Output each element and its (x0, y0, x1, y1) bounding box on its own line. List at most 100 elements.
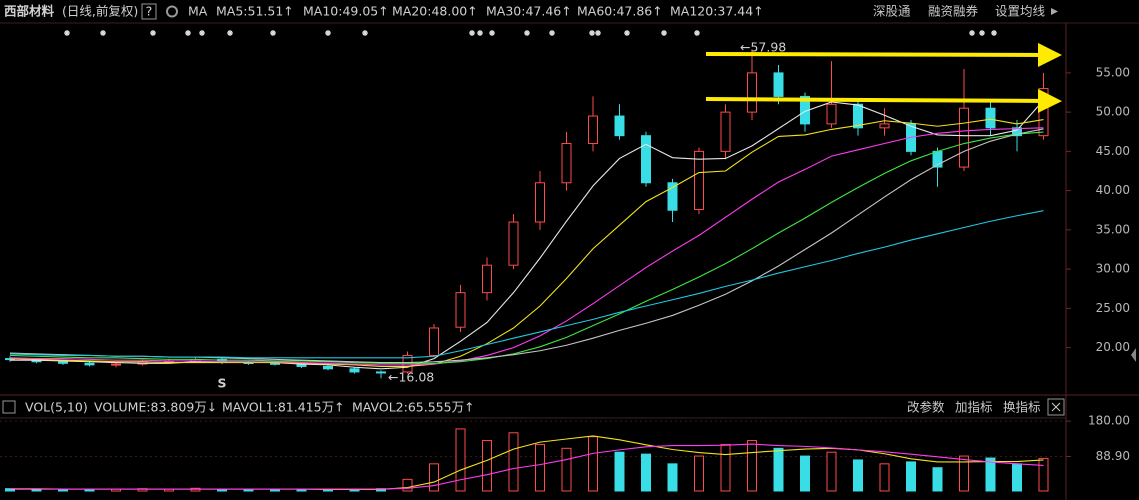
legend-item: MA20:48.00↑ (392, 4, 478, 19)
candle-body (508, 221, 519, 266)
volume-bar (773, 447, 784, 492)
volume-bar (826, 451, 837, 492)
y-tick-label: 55.00 (1096, 65, 1130, 79)
volume-bar (641, 453, 651, 492)
event-marker (489, 30, 495, 36)
settings-icon[interactable] (166, 5, 178, 18)
candle-body (773, 72, 784, 97)
volume-bar (296, 489, 307, 492)
event-marker (469, 30, 475, 36)
link[interactable]: 融资融券 (928, 4, 979, 19)
candle-body (111, 363, 121, 366)
volume-bar (879, 463, 890, 492)
volume-bar (588, 436, 598, 492)
candle-body (323, 365, 333, 370)
candle-body (959, 107, 969, 168)
candle-body (561, 143, 572, 184)
candle-body (879, 123, 890, 129)
vol-button[interactable]: 改参数 (907, 400, 945, 415)
ma-line (9, 131, 1044, 364)
legend-item: MA5:51.51↑ (216, 4, 294, 19)
event-marker (64, 30, 70, 36)
event-markers (64, 30, 997, 36)
low-annotation: ←16.08 (388, 370, 434, 385)
candle-body (720, 111, 731, 152)
event-marker (325, 30, 331, 36)
event-marker (979, 30, 985, 36)
ma-line (9, 118, 1044, 368)
vol-legend: MAVOL1:81.415万↑ (222, 400, 345, 415)
legend-item: MA30:47.46↑ (486, 4, 572, 19)
vol-title: VOL(5,10) (25, 400, 88, 415)
candle-body (667, 182, 678, 211)
candle-body (429, 327, 439, 356)
candle-body (58, 361, 68, 364)
ma-line (10, 99, 1044, 370)
volume-bar (402, 478, 413, 492)
help-box[interactable] (141, 3, 157, 20)
legend-item: MA10:49.05↑ (303, 4, 389, 19)
candle-body (376, 371, 386, 374)
candle-body (985, 107, 996, 129)
volume-bar (482, 440, 492, 492)
y-tick-label: 40.00 (1096, 183, 1130, 197)
candle-body (1038, 88, 1049, 137)
sell-signal: S (217, 376, 226, 391)
close-icon[interactable] (1051, 402, 1061, 412)
resistance-arrow (705, 42, 1062, 67)
volume-bar (667, 463, 678, 492)
vol-button[interactable]: 换指标 (1003, 400, 1041, 415)
event-marker (100, 30, 106, 36)
event-marker (227, 30, 233, 36)
link[interactable]: 设置均线 (995, 4, 1046, 19)
candle-body (349, 368, 360, 373)
y-tick-label: 50.00 (1096, 105, 1130, 119)
volume-bar (959, 455, 969, 492)
volume-bar (694, 455, 704, 492)
event-marker (595, 30, 601, 36)
stock-name: 西部材料 (4, 4, 55, 19)
event-marker (661, 30, 667, 36)
event-marker (524, 30, 530, 36)
y-tick-label: 35.00 (1096, 222, 1130, 236)
candle-body (535, 182, 545, 223)
vol-toggle[interactable] (2, 400, 16, 414)
volume-bar (853, 459, 863, 492)
candle-body (588, 115, 598, 145)
volume-bar (58, 488, 68, 492)
link[interactable]: 深股通 (873, 4, 911, 19)
legend-item: MA60:47.86↑ (577, 4, 663, 19)
vol-label: VOLUME:83.809万↓ (94, 400, 217, 415)
dropdown-arrow[interactable] (1051, 8, 1058, 15)
ma-line (9, 127, 1044, 366)
candle-body (694, 150, 704, 210)
y-tick-label: 30.00 (1096, 262, 1130, 276)
legend-item: MA120:37.44↑ (670, 4, 764, 19)
vol-legend: MAVOL2:65.555万↑ (352, 400, 475, 415)
side-handle[interactable] (1131, 348, 1136, 362)
candle-body (747, 72, 757, 113)
y-tick-label: 45.00 (1096, 144, 1130, 158)
event-marker (969, 30, 975, 36)
event-marker (362, 30, 368, 36)
volume-bar (190, 487, 201, 492)
ma-line (9, 210, 1044, 359)
volume-bar (1038, 457, 1049, 492)
candle-body (482, 264, 492, 294)
event-marker (270, 30, 276, 36)
volume-bar (455, 428, 466, 492)
volume-bar (932, 467, 943, 492)
candle-body (641, 135, 651, 184)
volume-bar (747, 440, 757, 492)
candle-body (1012, 127, 1022, 137)
y-tick-label: 25.00 (1096, 301, 1130, 315)
volume-bar (800, 455, 810, 492)
vol-button[interactable]: 加指标 (955, 400, 993, 415)
support-arrow (705, 88, 1062, 113)
mavol-line (10, 443, 1044, 490)
close-box[interactable] (1047, 398, 1065, 416)
volume-bar (614, 451, 625, 492)
event-marker (549, 30, 555, 36)
